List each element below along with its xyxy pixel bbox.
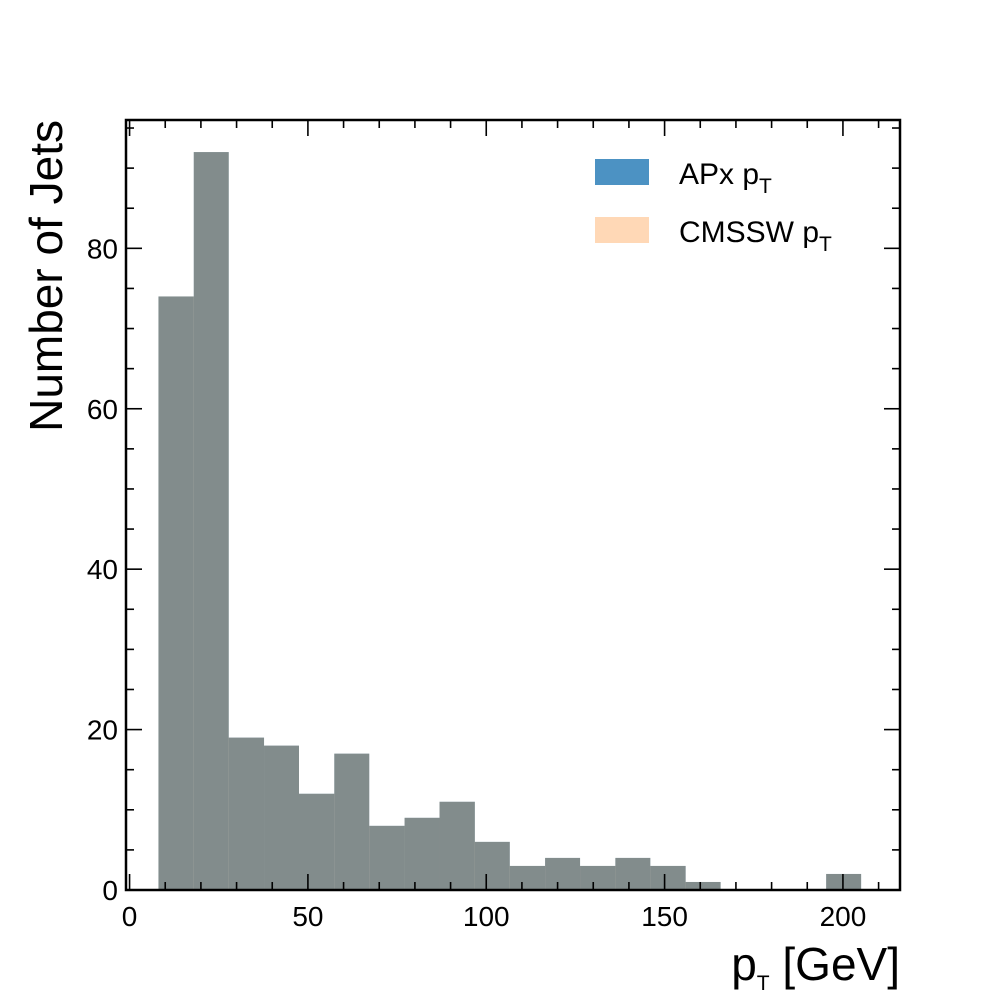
bar-s0-bin11 [545,857,581,890]
y-tick-label: 20 [87,715,118,746]
axis-ticks [126,120,900,891]
bar-s0-bin4 [298,793,335,890]
bar-s1-bin0 [158,296,194,890]
plot-frame [124,118,902,892]
bar-s0-bin7 [404,817,440,890]
bar-s0-bin13 [615,857,651,890]
bar-s1-bin12 [580,865,616,890]
bar-s1-bin10 [509,865,546,890]
bar-s0-bin14 [650,865,686,890]
bar-s1-bin6 [369,825,405,890]
bar-s1-bin1 [193,152,229,891]
y-tick-label: 60 [87,394,118,425]
x-tick-label: 150 [641,901,688,932]
legend-swatch-cmssw [595,217,649,243]
x-tick-label: 0 [122,901,138,932]
legend-label-cmssw: CMSSW pT [679,216,832,256]
bar-s1-bin15 [685,881,721,890]
bar-s1-bin11 [545,857,581,890]
bar-s1-bin13 [615,857,651,890]
bar-s1-bin2 [228,737,265,890]
bar-s1-bin8 [439,801,475,890]
bar-s0-bin12 [580,865,616,890]
bar-s0-bin10 [509,865,546,890]
x-tick-label: 100 [463,901,510,932]
x-tick-label: 200 [820,901,867,932]
legend-swatch-apx [595,159,649,185]
bar-s0-bin15 [685,881,721,890]
y-axis-title: Number of Jets [20,120,72,432]
bar-s0-bin6 [369,825,405,890]
legend-label-apx: APx pT [679,158,772,198]
x-axis-title: pT [GeV] [731,938,900,995]
histogram-bars [158,152,862,891]
bar-s1-bin9 [474,841,510,890]
y-tick-label: 0 [102,875,118,906]
bar-s1-bin4 [298,793,335,890]
bar-s1-bin5 [334,753,370,890]
bar-s0-bin3 [264,745,299,890]
bar-s0-bin8 [439,801,475,890]
bar-s1-bin7 [404,817,440,890]
bar-s1-bin3 [264,745,299,890]
bar-s1-bin14 [650,865,686,890]
bar-s0-bin2 [228,737,265,890]
y-tick-label: 40 [87,554,118,585]
y-tick-label: 80 [87,233,118,264]
legend: APx pT CMSSW pT [595,158,832,256]
bar-s0-bin0 [158,296,194,890]
bar-s0-bin1 [193,152,229,891]
tick-labels: 0 50 100 150 200 0 20 40 60 80 [87,233,866,932]
bar-s0-bin9 [474,841,510,890]
x-tick-label: 50 [292,901,323,932]
bar-s0-bin5 [334,753,370,890]
